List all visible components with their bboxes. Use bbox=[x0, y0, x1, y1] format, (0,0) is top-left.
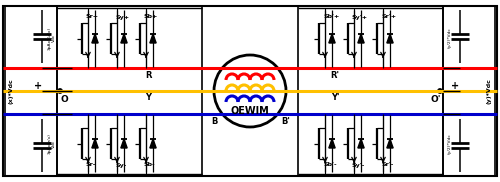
Text: Sy'-: Sy'- bbox=[352, 163, 366, 167]
Text: B: B bbox=[211, 118, 217, 126]
Text: Sr-: Sr- bbox=[86, 163, 97, 167]
Polygon shape bbox=[92, 34, 98, 43]
Text: OEWIM: OEWIM bbox=[230, 106, 270, 116]
Polygon shape bbox=[121, 34, 127, 43]
Text: +: + bbox=[34, 81, 42, 91]
Polygon shape bbox=[150, 139, 156, 148]
Text: Sb+: Sb+ bbox=[144, 15, 158, 19]
Text: Sy+: Sy+ bbox=[115, 15, 129, 19]
Text: Sr'+: Sr'+ bbox=[381, 15, 396, 19]
Polygon shape bbox=[329, 34, 335, 43]
Text: (y/2)*Vdc: (y/2)*Vdc bbox=[448, 28, 452, 48]
Circle shape bbox=[438, 89, 442, 93]
Bar bbox=[5, 6, 57, 176]
Bar bbox=[443, 6, 495, 176]
Text: Sb'+: Sb'+ bbox=[323, 15, 339, 19]
Circle shape bbox=[58, 89, 62, 93]
Polygon shape bbox=[358, 34, 364, 43]
Text: Y: Y bbox=[145, 94, 151, 102]
Polygon shape bbox=[387, 34, 393, 43]
Text: Sb'-: Sb'- bbox=[323, 163, 336, 167]
Text: 3pAx(z/x)
Vdc: 3pAx(z/x) Vdc bbox=[48, 134, 56, 155]
Polygon shape bbox=[121, 139, 127, 148]
Polygon shape bbox=[387, 139, 393, 148]
Text: +: + bbox=[451, 81, 459, 91]
Polygon shape bbox=[92, 139, 98, 148]
Text: R': R' bbox=[330, 72, 340, 80]
Text: (y)*Vdc: (y)*Vdc bbox=[486, 78, 492, 104]
Text: Sy-: Sy- bbox=[115, 163, 126, 167]
Text: (y/2)*Vdc: (y/2)*Vdc bbox=[448, 134, 452, 154]
Text: (x)*Vdc: (x)*Vdc bbox=[8, 78, 14, 104]
Bar bbox=[298, 6, 443, 176]
Text: Sb-: Sb- bbox=[144, 163, 156, 167]
Polygon shape bbox=[150, 34, 156, 43]
Polygon shape bbox=[358, 139, 364, 148]
Text: R: R bbox=[145, 72, 151, 80]
Text: Sr'-: Sr'- bbox=[381, 163, 394, 167]
Text: O': O' bbox=[431, 96, 442, 104]
Bar bbox=[57, 6, 202, 176]
Text: O: O bbox=[60, 96, 68, 104]
Text: B': B' bbox=[282, 118, 290, 126]
Text: Y': Y' bbox=[331, 94, 339, 102]
Text: Sr+: Sr+ bbox=[86, 15, 99, 19]
Text: 3pAx*(z/x)
Vdc: 3pAx*(z/x) Vdc bbox=[48, 26, 56, 50]
Polygon shape bbox=[329, 139, 335, 148]
Text: Sy'+: Sy'+ bbox=[352, 15, 368, 19]
